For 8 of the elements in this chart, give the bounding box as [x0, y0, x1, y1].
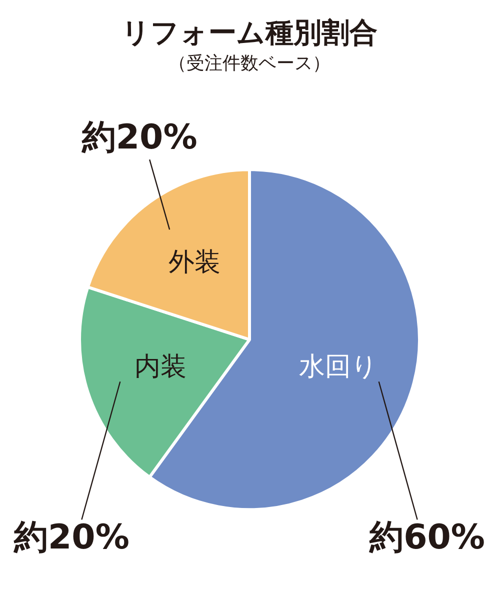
slice-label: 内装 [134, 352, 187, 382]
slice-label: 水回り [298, 352, 378, 382]
chart-subtitle: （受注件数ベース） [168, 53, 330, 74]
chart-title: リフォーム種別割合 [122, 16, 378, 50]
data-label: 約20% [80, 117, 198, 158]
data-label: 約20% [12, 517, 130, 558]
data-label: 約60% [368, 517, 486, 558]
slice-label: 外装 [168, 248, 221, 278]
